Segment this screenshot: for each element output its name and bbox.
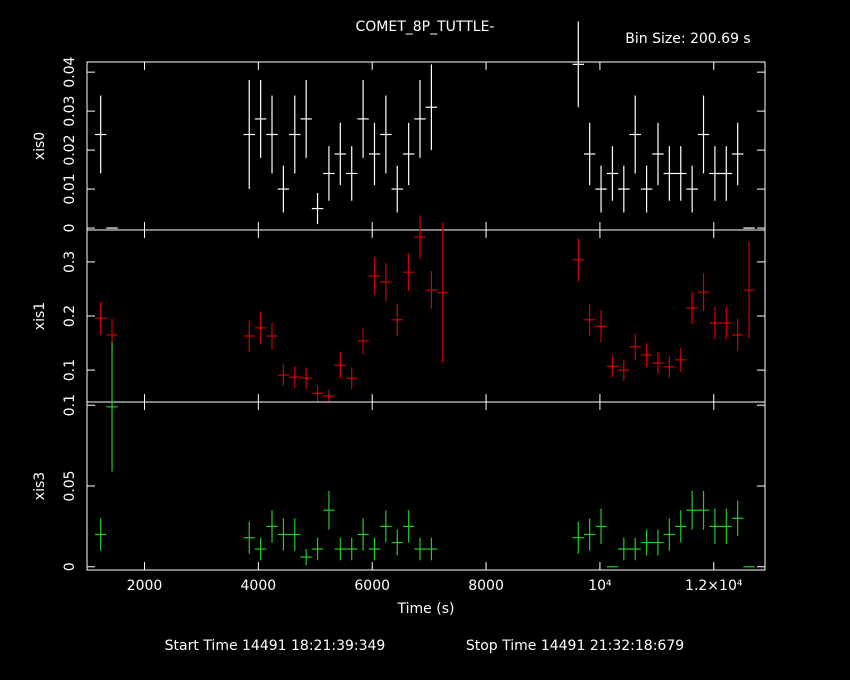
y-tick-label: 0.04 — [62, 56, 78, 87]
x-tick-label: 2000 — [127, 578, 163, 594]
x-tick-label: 10⁴ — [588, 578, 612, 594]
x-tick-label: 4000 — [241, 578, 277, 594]
y-axis-label: xis1 — [32, 302, 48, 330]
y-tick-label: 0.3 — [62, 251, 78, 273]
bin-size: Bin Size: 200.69 s — [625, 31, 750, 47]
y-tick-label: 0.1 — [62, 359, 78, 381]
x-tick-label: 1.2×10⁴ — [685, 578, 743, 594]
y-axis-label: xis0 — [32, 132, 48, 160]
y-axis-label: xis3 — [32, 472, 48, 500]
y-tick-label: 0 — [62, 224, 78, 233]
y-tick-label: 0.1 — [62, 394, 78, 416]
y-tick-label: 0.02 — [62, 135, 78, 166]
y-tick-label: 0 — [62, 562, 78, 571]
y-tick-label: 0.2 — [62, 305, 78, 327]
y-tick-label: 0.05 — [62, 470, 78, 501]
y-tick-label: 0.01 — [62, 173, 78, 204]
y-tick-label: 0.03 — [62, 96, 78, 127]
stop-time: Stop Time 14491 21:32:18:679 — [466, 638, 684, 654]
x-tick-label: 6000 — [354, 578, 390, 594]
start-time: Start Time 14491 18:21:39:349 — [165, 638, 386, 654]
chart-title: COMET_8P_TUTTLE- — [356, 19, 495, 35]
x-axis-label: Time (s) — [397, 601, 455, 617]
x-tick-label: 8000 — [468, 578, 504, 594]
